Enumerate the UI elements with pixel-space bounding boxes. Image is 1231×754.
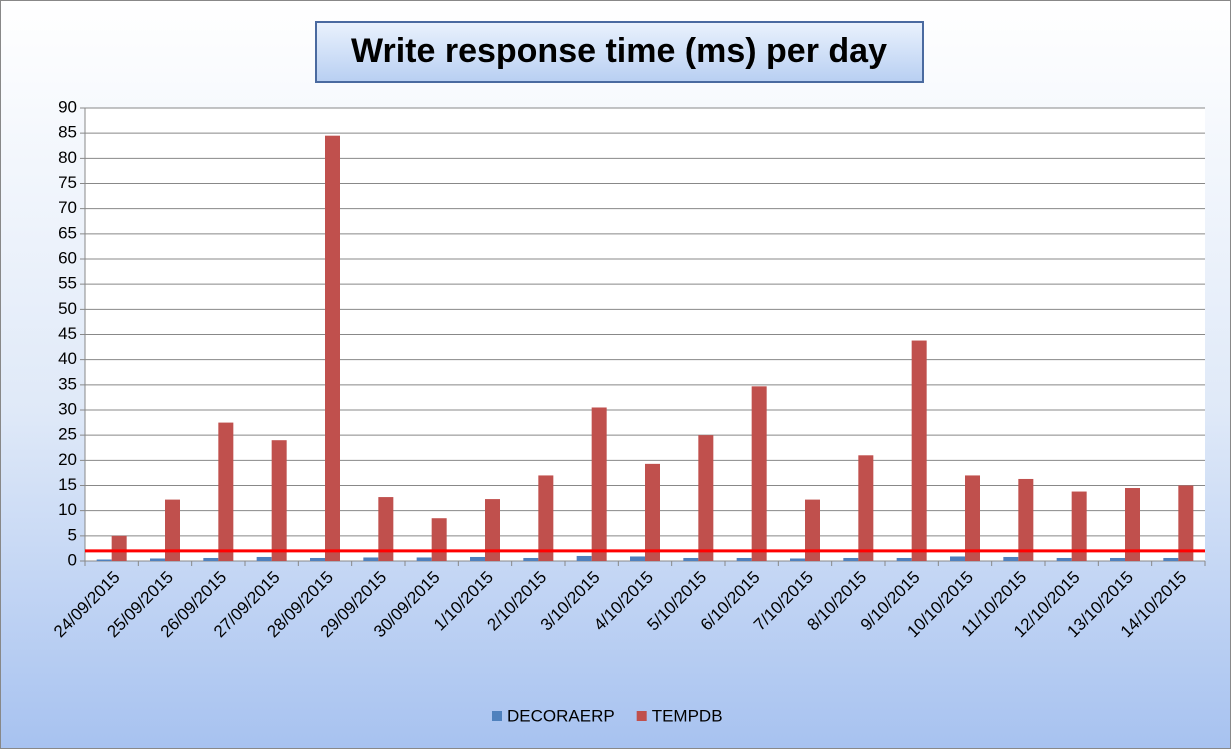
bar: [218, 422, 234, 561]
y-tick-label: 15: [58, 475, 77, 494]
bar: [150, 558, 165, 561]
y-tick-label: 50: [58, 299, 77, 318]
bar: [203, 557, 219, 561]
bar: [790, 558, 805, 561]
y-tick-label: 5: [68, 525, 77, 544]
bar: [1003, 556, 1019, 561]
y-tick-label: 70: [58, 198, 77, 217]
bar: [416, 557, 432, 561]
chart-title: Write response time (ms) per day: [351, 32, 887, 70]
bar: [751, 386, 767, 561]
bar: [843, 557, 859, 561]
bar: [630, 556, 645, 561]
y-tick-label: 80: [58, 148, 77, 167]
bar: [736, 557, 752, 561]
bar: [378, 497, 394, 561]
legend-label: TEMPDB: [652, 706, 723, 725]
y-tick-label: 10: [58, 500, 77, 519]
y-tick-label: 60: [58, 248, 77, 267]
bar: [1071, 491, 1087, 561]
bar: [363, 557, 379, 561]
bar: [858, 455, 874, 561]
bar: [111, 535, 127, 561]
y-tick-label: 45: [58, 324, 77, 343]
bar: [645, 463, 660, 561]
y-tick-label: 55: [58, 274, 77, 293]
bar: [325, 135, 340, 561]
bar: [431, 518, 447, 561]
bar: [911, 340, 927, 561]
y-tick-label: 25: [58, 425, 77, 444]
bar: [950, 556, 965, 561]
bar: [1018, 478, 1034, 561]
y-tick-label: 30: [58, 399, 77, 418]
legend-label: DECORAERP: [507, 706, 615, 725]
bar: [1163, 557, 1179, 561]
y-tick-label: 0: [68, 550, 77, 569]
bar: [1056, 557, 1072, 561]
bar: [310, 557, 325, 561]
y-tick-label: 75: [58, 173, 77, 192]
bar: [485, 499, 500, 561]
bar: [256, 556, 272, 561]
bar: [698, 435, 714, 561]
bar: [165, 499, 180, 561]
y-tick-label: 35: [58, 374, 77, 393]
bar: [523, 557, 539, 561]
bar: [805, 499, 820, 561]
bar: [576, 555, 592, 561]
y-tick-label: 85: [58, 123, 77, 142]
bar: [896, 557, 912, 561]
bar: [1125, 488, 1140, 561]
bar: [683, 557, 699, 561]
bar: [1178, 485, 1194, 561]
bar: [96, 559, 112, 561]
title-box: [315, 21, 924, 83]
y-tick-label: 40: [58, 349, 77, 368]
legend-swatch: [636, 711, 647, 721]
y-tick-label: 90: [58, 97, 77, 116]
bar: [470, 556, 485, 561]
bar: [538, 475, 554, 561]
y-tick-label: 65: [58, 223, 77, 242]
bar: [1110, 557, 1125, 561]
bar: [271, 440, 287, 561]
legend-swatch: [492, 711, 502, 721]
y-tick-label: 20: [58, 450, 77, 469]
bar: [591, 407, 607, 561]
bar: [965, 475, 980, 561]
